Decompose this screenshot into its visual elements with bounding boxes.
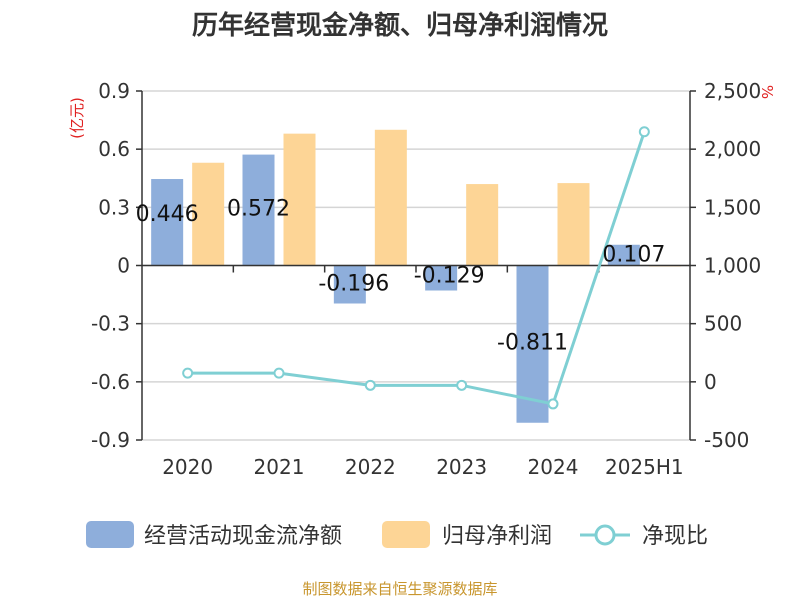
legend-swatch-netprofit	[382, 521, 430, 548]
data-label-cashflow: -0.129	[414, 264, 485, 289]
bar-netprofit	[192, 162, 225, 266]
legend-label-cashflow: 经营活动现金流净额	[144, 524, 342, 549]
data-label-cashflow: 0.572	[227, 197, 290, 222]
ratio-line-group	[182, 126, 650, 410]
x-tick-label: 2023	[436, 455, 487, 479]
y-right-tick-label: 2,000	[704, 137, 761, 161]
bar-netprofit	[466, 184, 499, 266]
bar-netprofit	[557, 183, 590, 266]
bar-cashflow	[607, 244, 640, 266]
ratio-point	[364, 379, 376, 391]
y-right-tick-label: 1,500	[704, 195, 761, 219]
bars-group	[151, 129, 681, 423]
ratio-point	[547, 398, 559, 410]
data-label-cashflow: 0.107	[602, 243, 665, 268]
y-left-tick-label: -0.6	[91, 370, 130, 394]
x-tick-label: 2022	[345, 455, 396, 479]
legend: 经营活动现金流净额 归母净利润 净现比	[86, 521, 708, 549]
legend-label-netprofit: 归母净利润	[442, 524, 552, 549]
bar-cashflow	[333, 265, 366, 304]
left-axis-unit: (亿元)	[68, 97, 86, 139]
bar-cashflow	[242, 154, 275, 266]
y-left-tick-label: 0.6	[98, 137, 130, 161]
bar-netprofit	[283, 133, 316, 266]
y-right-tick-label: 1,000	[704, 254, 761, 278]
right-axis-unit: %	[758, 85, 776, 99]
y-right-tick-label: 2,500	[704, 79, 761, 103]
y-left-tick-label: 0.9	[98, 79, 130, 103]
x-tick-label: 2021	[254, 455, 305, 479]
chart-title: 历年经营现金净额、归母净利润情况	[192, 10, 608, 41]
x-tick-label: 2025H1	[605, 455, 684, 479]
y-right-tick-label: -500	[704, 428, 749, 452]
ratio-point	[182, 367, 194, 379]
ratio-line	[187, 131, 646, 406]
bar-netprofit	[374, 129, 407, 266]
y-left-tick-label: -0.9	[91, 428, 130, 452]
ratio-point	[456, 379, 468, 391]
bar-cashflow	[151, 179, 184, 266]
ratio-point	[638, 126, 650, 138]
y-right-tick-label: 0	[704, 370, 717, 394]
legend-marker-ratio	[594, 524, 616, 546]
data-source-note: 制图数据来自恒生聚源数据库	[302, 580, 497, 598]
bar-cashflow	[425, 265, 458, 291]
data-label-cashflow: 0.446	[136, 202, 199, 227]
legend-swatch-cashflow	[86, 521, 134, 548]
y-left-tick-label: 0	[117, 254, 130, 278]
legend-label-ratio: 净现比	[642, 524, 708, 549]
y-left-tick-label: -0.3	[91, 312, 130, 336]
data-label-cashflow: -0.811	[497, 331, 568, 356]
ratio-point	[273, 367, 285, 379]
x-tick-label: 2024	[528, 455, 579, 479]
y-right-tick-label: 500	[704, 312, 742, 336]
data-label-cashflow: -0.196	[318, 272, 389, 297]
y-left-tick-label: 0.3	[98, 195, 130, 219]
data-labels: 0.446 0.572 -0.196 -0.129 -0.811 0.107	[136, 197, 666, 356]
tick-labels: 0.9 0.6 0.3 0 -0.3 -0.6 -0.9 2,500 2,000 1,500 1,0…	[91, 79, 761, 479]
x-tick-label: 2020	[162, 455, 213, 479]
